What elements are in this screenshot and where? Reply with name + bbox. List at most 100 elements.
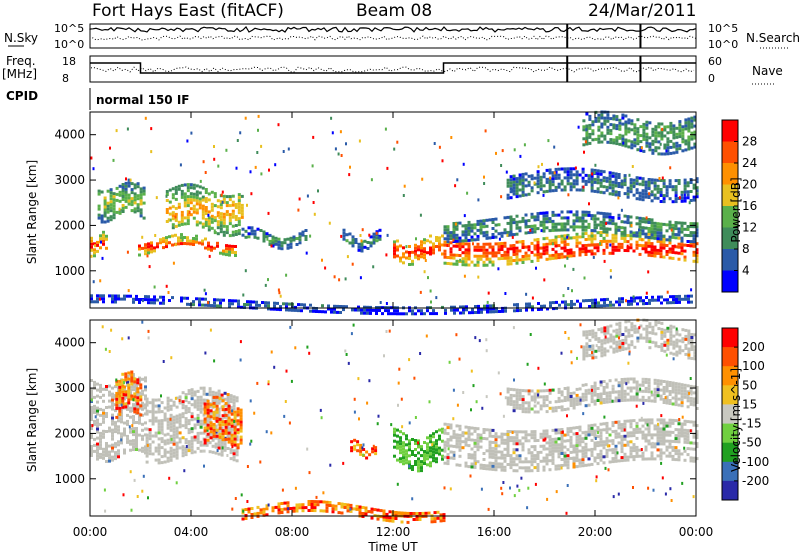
data-cell — [359, 446, 363, 450]
data-cell — [202, 449, 206, 453]
data-cell — [333, 304, 336, 308]
data-cell — [195, 234, 198, 238]
data-cell — [366, 247, 370, 250]
data-cell — [464, 461, 468, 465]
data-cell — [365, 456, 369, 460]
data-cell — [689, 222, 693, 226]
data-cell — [614, 378, 618, 382]
data-cell — [672, 298, 675, 302]
data-cell — [479, 463, 483, 467]
data-cell — [588, 329, 592, 333]
data-cell — [524, 410, 528, 414]
data-cell — [620, 441, 624, 445]
data-cell — [262, 239, 266, 243]
data-cell — [217, 398, 221, 402]
data-cell — [680, 230, 684, 234]
data-cell — [573, 302, 576, 306]
data-cell — [105, 246, 108, 250]
data-cell — [611, 171, 615, 175]
data-cell — [536, 389, 540, 393]
data-cell — [638, 454, 642, 458]
data-cell — [542, 389, 546, 393]
data-cell — [647, 250, 651, 254]
data-cell — [569, 173, 573, 177]
data-cell — [453, 305, 456, 309]
data-cell — [229, 430, 233, 434]
data-cell — [144, 243, 147, 247]
data-cell — [584, 250, 588, 253]
data-cell — [527, 245, 531, 249]
noise-cell — [511, 189, 514, 193]
data-cell — [171, 196, 175, 200]
data-cell — [578, 443, 582, 447]
data-cell — [597, 128, 601, 132]
data-cell — [461, 251, 465, 255]
data-cell — [132, 448, 135, 452]
data-cell — [596, 435, 600, 439]
data-cell — [557, 173, 561, 177]
data-cell — [304, 235, 308, 238]
data-cell — [686, 441, 690, 445]
data-cell — [509, 224, 513, 228]
data-cell — [557, 431, 561, 435]
power-heatmap-cells — [90, 110, 699, 316]
data-cell — [375, 239, 379, 243]
data-cell — [590, 438, 594, 442]
data-cell — [133, 392, 137, 396]
data-cell — [294, 308, 297, 312]
data-cell — [207, 192, 211, 196]
data-cell — [563, 234, 567, 238]
data-cell — [680, 227, 684, 231]
data-cell — [495, 310, 498, 314]
data-cell — [201, 225, 205, 229]
data-cell — [512, 253, 516, 256]
data-cell — [177, 220, 181, 224]
data-cell — [671, 430, 675, 434]
nsearch-label: N.Search — [746, 31, 800, 45]
data-cell — [127, 383, 131, 387]
data-cell — [578, 449, 582, 453]
data-cell — [189, 195, 193, 199]
data-cell — [204, 197, 208, 200]
data-cell — [575, 210, 579, 214]
data-cell — [593, 441, 597, 445]
data-cell — [309, 303, 312, 307]
data-cell — [485, 230, 489, 234]
data-cell — [139, 395, 143, 399]
data-cell — [273, 301, 276, 305]
data-cell — [184, 396, 188, 400]
data-cell — [129, 406, 132, 410]
data-cell — [554, 188, 558, 192]
data-cell — [171, 243, 174, 247]
data-cell — [205, 416, 209, 420]
data-cell — [443, 252, 447, 256]
noise-cell — [172, 261, 175, 265]
data-cell — [557, 387, 561, 391]
data-cell — [620, 232, 624, 236]
data-cell — [464, 263, 468, 267]
data-cell — [482, 222, 486, 226]
data-cell — [615, 300, 618, 304]
data-cell — [157, 398, 161, 402]
data-cell — [512, 183, 516, 187]
data-cell — [518, 457, 522, 461]
data-cell — [659, 436, 663, 440]
data-cell — [600, 348, 604, 352]
data-cell — [602, 443, 606, 447]
data-cell — [683, 395, 687, 399]
data-cell — [674, 449, 678, 453]
noise-cell — [393, 147, 396, 151]
data-cell — [154, 416, 158, 420]
data-cell — [527, 407, 531, 411]
data-cell — [195, 223, 199, 227]
data-cell — [184, 447, 188, 451]
data-cell — [178, 437, 182, 441]
data-cell — [695, 442, 699, 446]
data-cell — [530, 436, 534, 440]
data-cell — [506, 259, 510, 263]
data-cell — [545, 429, 549, 433]
data-cell — [112, 204, 116, 208]
data-cell — [578, 434, 582, 438]
data-cell — [551, 406, 555, 410]
data-cell — [417, 257, 420, 261]
